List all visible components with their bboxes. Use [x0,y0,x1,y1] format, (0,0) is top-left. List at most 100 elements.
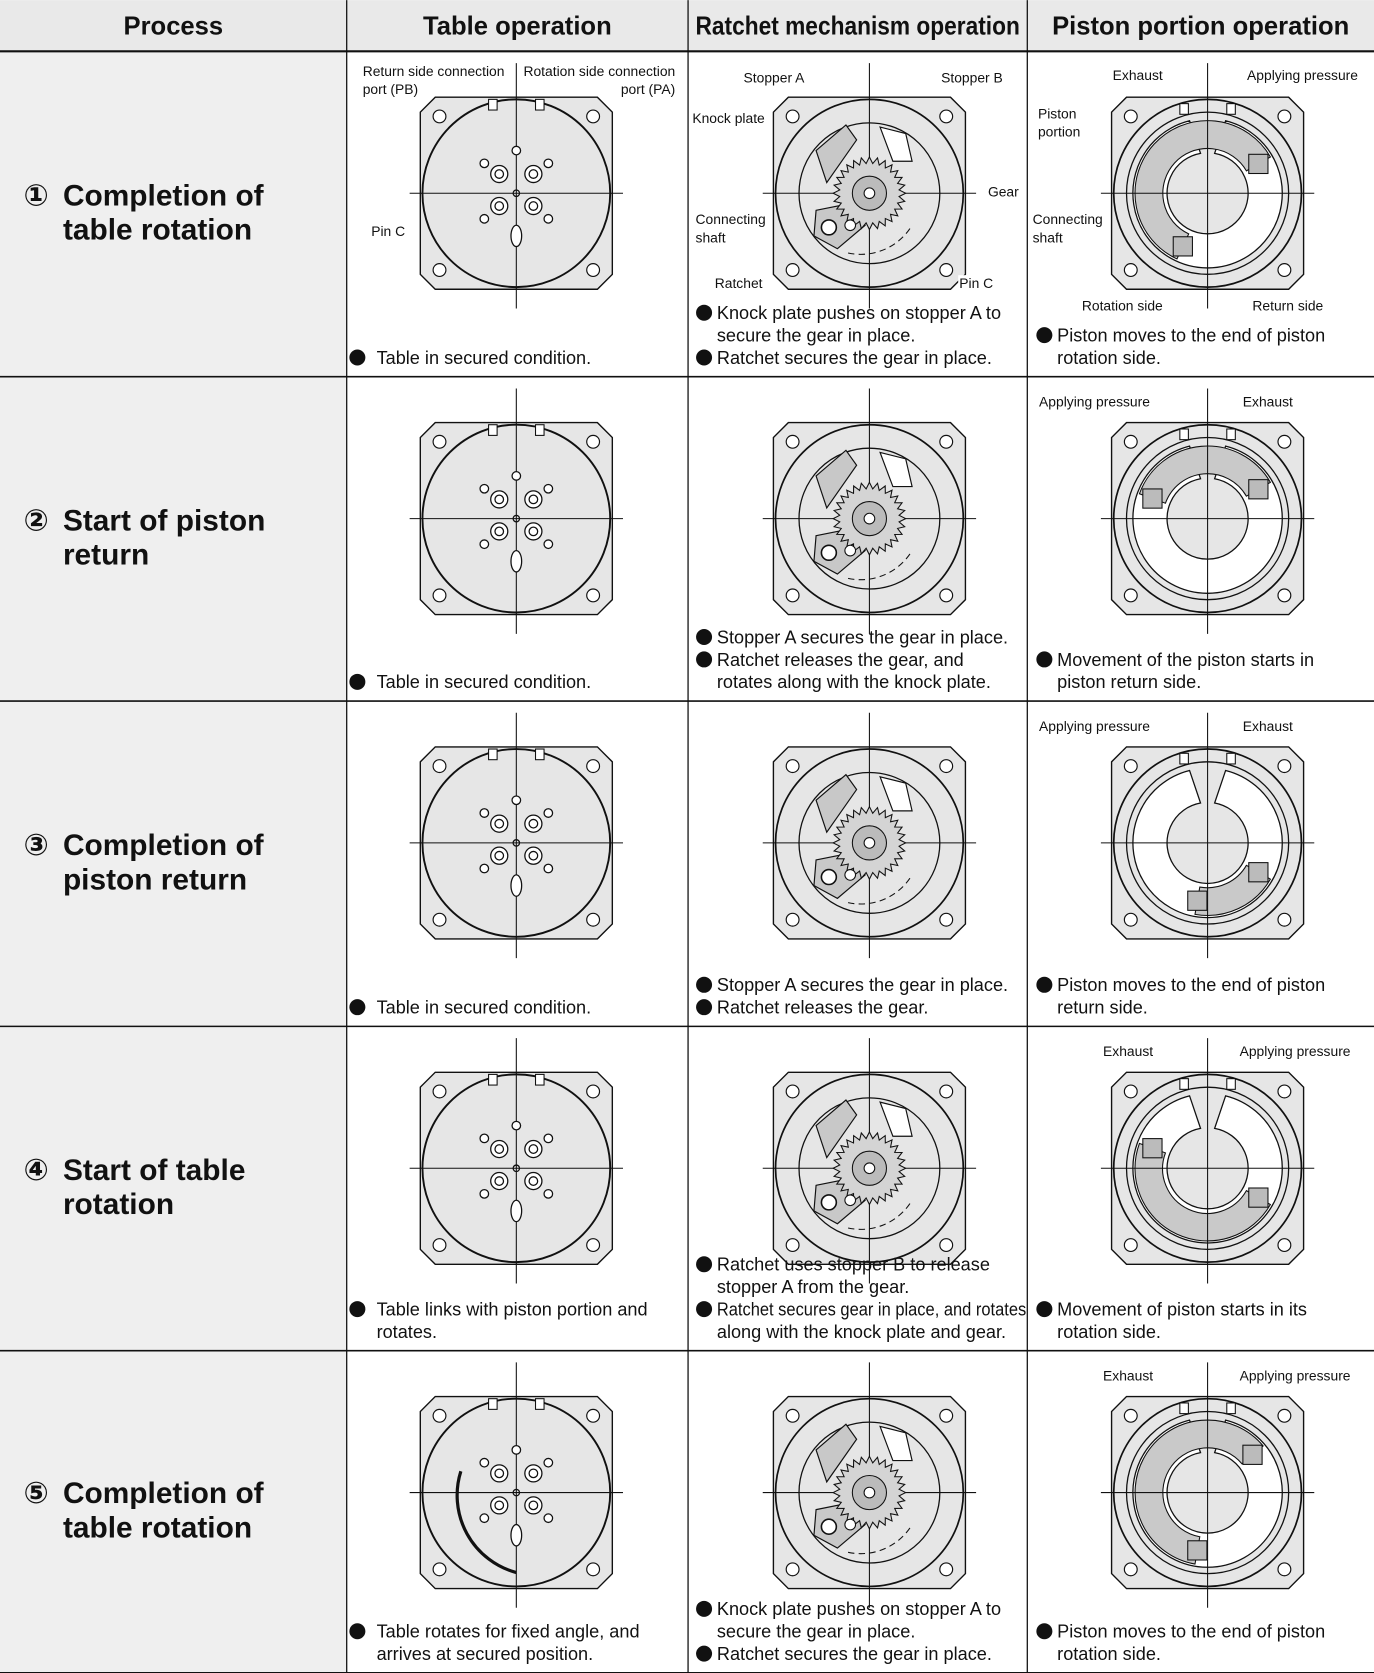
diagram-label: shaft [696,229,726,245]
bullet [696,999,713,1016]
piston [1187,1540,1208,1561]
bolt-hole [432,109,447,124]
note-text: return side. [1057,998,1148,1018]
table-diagram [409,1038,623,1284]
process-title: Completion of [63,1477,264,1510]
bolt-inner [494,850,505,861]
hole [511,795,522,806]
diagram-label: Ratchet [715,275,763,291]
bolt [524,814,543,833]
diagram-label: Rotation side connection [523,63,675,79]
bolt [524,846,543,865]
diagram-label: Stopper B [941,69,1003,85]
note-text: Knock plate pushes on stopper A to [717,1599,1001,1619]
bolt [490,846,509,865]
bolt-hole [785,1238,800,1253]
process-number: ④ [23,1154,48,1187]
hole [543,1457,554,1468]
note-text: Ratchet releases the gear, and [717,650,964,670]
center-hole [512,514,521,523]
note-text: stopper A from the gear. [717,1277,909,1297]
bolt-inner [528,201,539,211]
ratchet-diagram [762,388,977,634]
bolt-hole [785,588,800,603]
note-text: rotates along with the knock plate. [717,672,991,692]
stopper [879,126,913,162]
bullet [349,349,366,366]
process-title: rotation [63,1188,174,1221]
piston [1248,862,1269,883]
gear-axle [863,512,876,525]
ratchet-diagram [762,63,977,309]
guide-slot [847,1524,913,1555]
piston-diagram [1100,1362,1315,1608]
bullet [1036,651,1053,668]
bolt-inner [528,1144,539,1154]
pin-c [844,219,857,232]
knock-plate [815,1099,858,1159]
label-bg [1111,67,1164,84]
bolt-hole [586,263,601,278]
note-text: Stopper A secures the gear in place. [717,627,1008,647]
port [1179,752,1189,765]
center-hole [512,1164,521,1173]
bullet [696,629,713,646]
bolt-hole [586,1238,601,1253]
bolt [524,522,543,541]
pin-c [844,1518,857,1531]
bolt-inner [494,1500,505,1511]
bolt [490,522,509,541]
bolt-hole [432,263,447,278]
note-text: Piston moves to the end of piston [1057,326,1325,346]
process-title: Start of piston [63,504,265,537]
diagram-label: Return side [1252,298,1323,314]
bolt [524,1171,543,1191]
label-bg [1036,123,1082,140]
bolt-hole [432,1562,447,1577]
process-title: Completion of [63,180,264,213]
guide-slot [847,550,913,581]
note-text: arrives at secured position. [377,1644,594,1664]
note-text: secure the gear in place. [717,1622,916,1642]
hole [479,1457,490,1468]
piston [1248,153,1269,175]
bolt-hole [785,912,800,927]
knock-plate [815,1423,858,1484]
note-text: Table in secured condition. [377,998,592,1018]
label-bg [1101,1367,1155,1384]
bolt [490,490,509,509]
ratchet-diagram [762,712,977,959]
label-bg [940,69,1004,86]
process-title: table rotation [63,214,252,247]
note-text: Ratchet releases the gear. [717,998,929,1018]
port [534,1073,545,1086]
bolt-hole [939,1084,954,1099]
hole [543,158,554,169]
bolt-inner [494,818,505,829]
note-text: secure the gear in place. [717,326,916,346]
bolt-hole [785,1084,800,1099]
bolt-hole [1123,1084,1138,1099]
bolt-hole [1123,109,1138,124]
diagram-label: Piston [1038,106,1077,122]
bullet [696,1600,713,1617]
bullet [696,304,713,321]
center-hole [512,1488,521,1497]
rotation-arrow [455,1470,517,1575]
bullet [349,999,366,1016]
header-cell: Table operation [423,12,612,40]
bolt [490,1171,509,1191]
diagram-label: portion [1038,124,1080,140]
hole [543,808,554,818]
bolt [490,1139,509,1159]
process-title: return [63,538,149,571]
port [1226,1402,1236,1415]
hole [479,539,490,550]
stopper [879,451,913,488]
bolt-hole [1277,1562,1292,1577]
stopper [879,775,913,812]
header-bg [0,0,1374,52]
table-diagram [409,712,623,959]
label-bg [742,69,807,86]
